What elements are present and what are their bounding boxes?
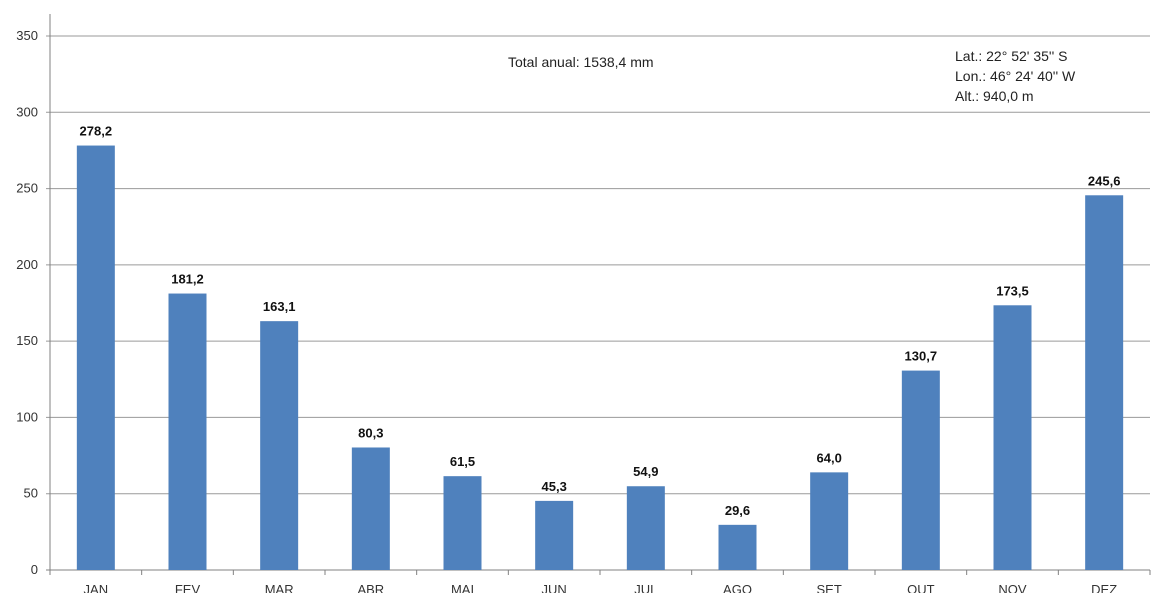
- altitude-text: Alt.: 940,0 m: [955, 88, 1034, 104]
- x-tick-label: FEV: [175, 582, 201, 593]
- data-label: 64,0: [817, 450, 842, 465]
- bar-dez: [1085, 195, 1124, 570]
- grid-lines: [46, 14, 1150, 574]
- bar-ago: [718, 524, 757, 570]
- data-label: 45,3: [542, 479, 567, 494]
- x-tick-label: JUN: [542, 582, 567, 593]
- x-axis: JAN FEV MAR ABR MAI JUN JUL AGO SET OUT NOV DEZ: [49, 570, 1151, 593]
- data-label: 80,3: [358, 425, 383, 440]
- data-labels: 278,2 181,2 163,1 80,3 61,5 45,3 54,9 29,6 64,0 1…: [80, 124, 1121, 518]
- data-label: 181,2: [171, 272, 204, 287]
- bar-jul: [626, 486, 665, 570]
- y-tick-label: 100: [16, 409, 38, 424]
- x-tick-label: AGO: [723, 582, 752, 593]
- data-label: 245,6: [1088, 173, 1121, 188]
- data-label: 54,9: [633, 464, 658, 479]
- data-label: 173,5: [996, 283, 1029, 298]
- x-tick-label: JUL: [634, 582, 657, 593]
- y-tick-label: 350: [16, 28, 38, 43]
- annual-total-annotation: Total anual: 1538,4 mm: [508, 54, 654, 70]
- y-axis-ticks: 0 50 100 150 200 250 300 350: [16, 28, 38, 577]
- bar-jan: [76, 145, 115, 571]
- data-label: 29,6: [725, 503, 750, 518]
- x-tick-label: MAI: [451, 582, 474, 593]
- latitude-text: Lat.: 22° 52' 35'' S: [955, 48, 1068, 64]
- bar-out: [901, 370, 940, 570]
- bar-set: [810, 472, 849, 570]
- y-tick-label: 150: [16, 333, 38, 348]
- x-tick-label: DEZ: [1091, 582, 1117, 593]
- x-tick-label: NOV: [998, 582, 1027, 593]
- data-label: 130,7: [905, 349, 938, 364]
- bar-mai: [443, 476, 482, 570]
- y-tick-label: 0: [31, 562, 38, 577]
- bar-abr: [351, 447, 390, 570]
- x-tick-label: MAR: [265, 582, 294, 593]
- data-label: 163,1: [263, 299, 296, 314]
- y-tick-label: 200: [16, 257, 38, 272]
- x-tick-label: OUT: [907, 582, 935, 593]
- y-tick-label: 300: [16, 104, 38, 119]
- x-tick-label: ABR: [357, 582, 384, 593]
- data-label: 61,5: [450, 454, 475, 469]
- bar-jun: [535, 500, 574, 570]
- y-tick-label: 50: [24, 486, 38, 501]
- bar-fev: [168, 293, 207, 570]
- location-annotation: Lat.: 22° 52' 35'' S Lon.: 46° 24' 40'' …: [955, 46, 1075, 106]
- y-tick-label: 250: [16, 181, 38, 196]
- x-tick-label: SET: [817, 582, 842, 593]
- longitude-text: Lon.: 46° 24' 40'' W: [955, 68, 1076, 84]
- bars: [76, 145, 1124, 571]
- bar-mar: [260, 321, 299, 570]
- x-tick-label: JAN: [84, 582, 109, 593]
- data-label: 278,2: [80, 124, 113, 139]
- bar-nov: [993, 305, 1032, 570]
